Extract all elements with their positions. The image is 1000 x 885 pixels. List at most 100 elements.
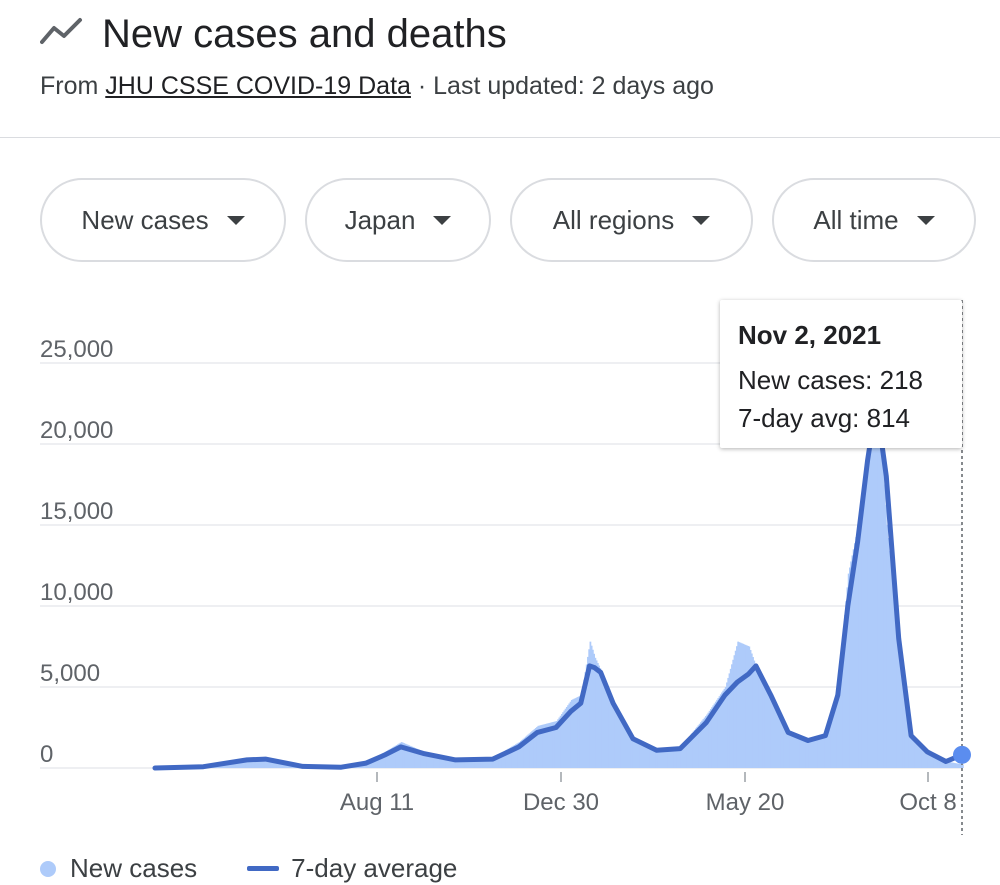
case-bar [556, 721, 558, 768]
case-bar [267, 758, 270, 768]
case-bar [960, 764, 963, 768]
case-bar [791, 732, 794, 768]
caret-down-icon [433, 215, 452, 225]
case-bar [921, 744, 923, 768]
case-bar [904, 694, 907, 768]
case-bar [835, 693, 838, 768]
y-tick-label: 25,000 [40, 336, 113, 363]
case-bar [426, 752, 429, 768]
time-range-dropdown-label: All time [813, 204, 899, 235]
case-bar [637, 741, 640, 768]
case-bar [665, 748, 668, 768]
case-bar [532, 730, 535, 768]
case-bar [891, 576, 893, 768]
case-bar [419, 750, 422, 768]
case-bar [821, 735, 824, 768]
case-bar [827, 723, 830, 768]
case-bar [840, 656, 843, 768]
case-bar [456, 759, 459, 768]
case-bar [680, 746, 682, 768]
x-tick-label: Aug 11 [340, 789, 414, 816]
case-bar [752, 657, 754, 768]
case-bar [409, 745, 412, 768]
case-bar [639, 741, 641, 768]
case-bar [943, 760, 946, 768]
case-bar [912, 735, 915, 768]
case-bar [454, 758, 456, 768]
case-bar [594, 657, 597, 768]
case-bar [733, 655, 736, 768]
case-bar [681, 745, 684, 768]
case-bar [676, 747, 679, 768]
case-bar [434, 754, 437, 768]
case-bar [728, 673, 731, 768]
case-bar [382, 753, 384, 768]
case-bar [498, 753, 501, 768]
case-bar [677, 747, 680, 768]
case-bar [777, 706, 779, 768]
header: New cases and deaths [40, 6, 1000, 66]
case-bar [662, 749, 665, 768]
case-bar [583, 679, 586, 768]
case-bar [798, 735, 800, 768]
case-bar [858, 514, 861, 768]
case-bar [568, 703, 571, 768]
case-bar [470, 758, 473, 768]
case-bar [238, 759, 240, 768]
case-bar [955, 763, 958, 768]
country-dropdown[interactable]: Japan [305, 178, 491, 262]
case-bar [244, 758, 247, 768]
page-title: New cases and deaths [102, 12, 507, 56]
case-bar [803, 738, 805, 768]
case-bar [436, 754, 439, 768]
case-bar [464, 758, 466, 768]
case-bar [945, 761, 948, 768]
case-bar [239, 759, 242, 768]
case-bar [732, 659, 735, 768]
case-bar [502, 751, 505, 768]
region-dropdown[interactable]: All regions [510, 178, 753, 262]
case-bar [853, 543, 856, 768]
case-bar [254, 757, 257, 768]
case-bar [712, 705, 715, 768]
case-bar [753, 660, 756, 768]
case-bar [634, 739, 636, 768]
case-bar [772, 696, 774, 768]
legend: New cases 7-day average [40, 852, 457, 885]
case-bar [596, 663, 599, 768]
case-bar [563, 710, 566, 768]
case-bar [793, 733, 795, 768]
case-bar [397, 744, 399, 768]
cases-chart[interactable]: 0 5,000 10,000 15,000 20,000 25,000 Aug 11 Dec… [0, 290, 1000, 835]
case-bar [897, 641, 900, 768]
case-bar [888, 550, 891, 768]
case-bar [480, 758, 483, 768]
case-bar [700, 722, 702, 768]
case-bar [523, 737, 526, 768]
case-bar [954, 763, 957, 768]
case-bar [940, 758, 943, 768]
case-bar [701, 720, 704, 768]
case-bar [598, 665, 600, 768]
source-link[interactable]: JHU CSSE COVID-19 Data [105, 72, 411, 100]
case-bar [759, 674, 762, 768]
case-bar [667, 748, 670, 768]
case-bar [479, 758, 481, 768]
y-tick-label: 15,000 [40, 498, 113, 525]
case-bar [431, 753, 434, 768]
case-bar [839, 669, 841, 768]
filter-bar: New cases Japan All regions All time [0, 178, 1000, 268]
case-bar [760, 676, 763, 768]
case-bar [830, 713, 833, 768]
metric-dropdown-label: New cases [81, 204, 209, 235]
case-bar [507, 748, 510, 768]
y-tick-label: 20,000 [40, 417, 113, 444]
case-bar [882, 464, 885, 768]
case-bar [878, 403, 881, 768]
case-bar [619, 713, 622, 768]
case-bar [531, 731, 533, 768]
case-bar [919, 743, 922, 768]
time-range-dropdown[interactable]: All time [772, 178, 976, 262]
case-bar [613, 701, 615, 768]
metric-dropdown[interactable]: New cases [40, 178, 286, 262]
